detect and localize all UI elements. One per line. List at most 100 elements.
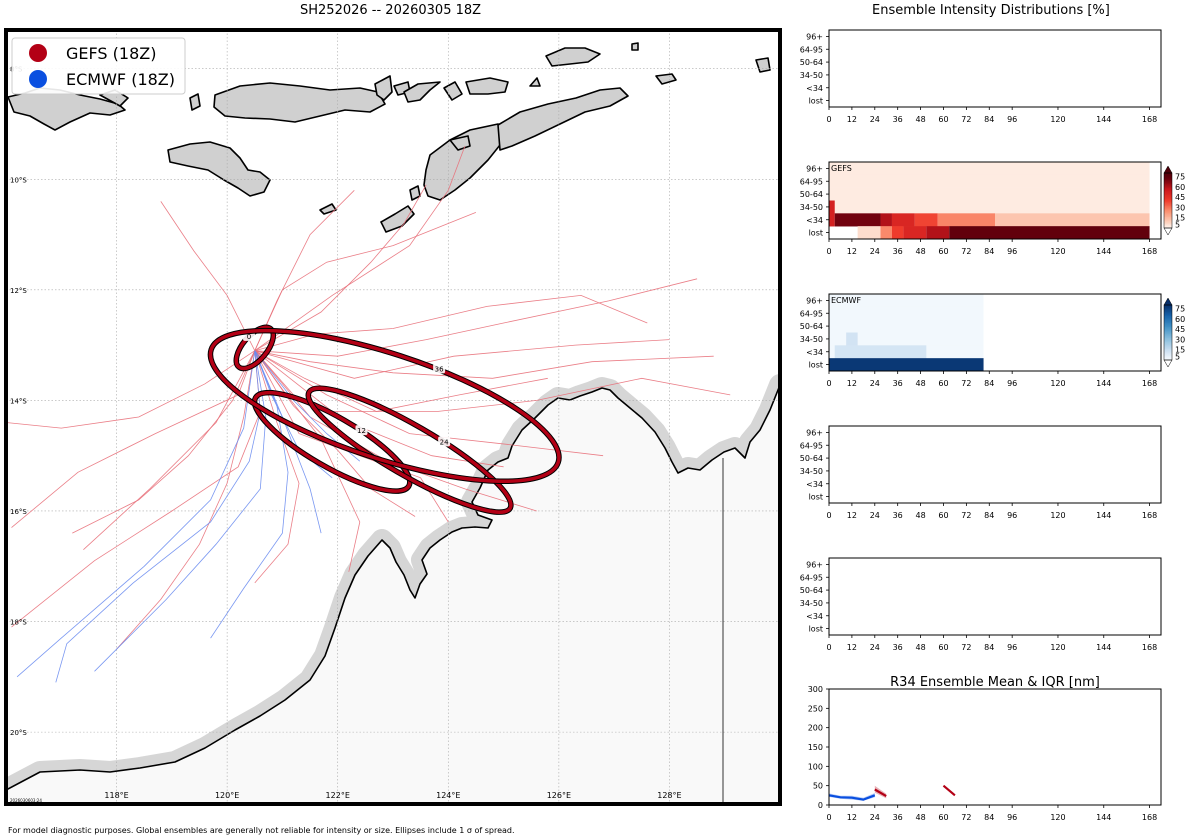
colorbar-segment <box>1164 206 1172 208</box>
r34-x-label: 0 <box>826 813 831 822</box>
category-label: lost <box>809 361 823 370</box>
ellipse-12h <box>252 390 412 493</box>
ellipse-label-group: 12 <box>355 425 368 436</box>
colorbar-segment <box>1164 174 1172 177</box>
hour-label: 48 <box>915 643 925 652</box>
ecmwf-track <box>16 350 256 678</box>
gefs-track <box>11 350 256 528</box>
colorbar-segment <box>1164 322 1172 325</box>
heatmap-cell <box>829 345 984 359</box>
ecmwf-track <box>254 350 322 534</box>
colorbar-segment <box>1164 185 1172 188</box>
heatmap-cell <box>857 226 881 240</box>
colorbar-segment <box>1164 340 1172 343</box>
hour-label: 72 <box>961 643 971 652</box>
ellipse-label-bg <box>438 436 451 447</box>
hour-label: 72 <box>961 511 971 520</box>
ellipse-label-group: 36 <box>433 363 446 374</box>
category-label: <34 <box>806 480 823 489</box>
category-label: 64-95 <box>800 441 823 450</box>
hour-label: 0 <box>826 115 831 124</box>
gefs-track <box>254 145 466 352</box>
colorbar-segment <box>1164 320 1172 322</box>
colorbar-segment <box>1164 221 1172 223</box>
hour-label: 36 <box>893 247 903 256</box>
hour-label: 120 <box>1050 247 1065 256</box>
category-label: 50-64 <box>800 322 823 331</box>
colorbar-segment <box>1164 321 1172 324</box>
ecmwf-legend-label: ECMWF (18Z) <box>66 70 175 89</box>
colorbar-segment <box>1164 188 1172 190</box>
colorbar-segment <box>1164 226 1172 229</box>
heatmap-cell <box>829 187 1150 201</box>
r34-mean-line <box>828 794 876 801</box>
gefs-track <box>254 184 427 352</box>
panel-label: ECMWF <box>831 296 861 305</box>
gefs-track <box>254 278 698 357</box>
colorbar-frame <box>1163 304 1173 361</box>
r34-x-label: 96 <box>1007 813 1017 822</box>
category-label: <34 <box>806 348 823 357</box>
gefs-track <box>83 350 256 550</box>
hour-label: 84 <box>984 511 994 520</box>
colorbar-segment <box>1164 212 1172 215</box>
colorbar-extend-bottom <box>1163 227 1173 236</box>
heatmap-cell <box>914 213 938 227</box>
category-label: 34-50 <box>800 335 823 344</box>
category-label: 96+ <box>806 296 823 305</box>
hour-label: 168 <box>1142 643 1157 652</box>
hour-label: 144 <box>1096 115 1111 124</box>
colorbar-segment <box>1164 192 1172 195</box>
gefs-track <box>254 350 731 412</box>
ecmwf-track <box>94 350 267 672</box>
hour-label: 24 <box>870 247 880 256</box>
gefs-track <box>6 350 256 429</box>
colorbar-segment <box>1164 311 1172 314</box>
map-legend: GEFS (18Z) ECMWF (18Z) <box>11 37 186 95</box>
colorbar-label: 60 <box>1175 183 1185 192</box>
colorbar-segment <box>1164 203 1172 206</box>
r34-frame <box>828 688 1162 806</box>
colorbar-segment <box>1164 223 1172 226</box>
r34-x-label: 60 <box>938 813 948 822</box>
category-label: <34 <box>806 216 823 225</box>
colorbar-label: 75 <box>1175 304 1185 313</box>
heatmap-cell <box>926 226 950 240</box>
colorbar-segment <box>1164 179 1172 182</box>
longitude-label: 124°E <box>436 791 460 800</box>
category-label: lost <box>809 97 823 106</box>
r34-y-label: 100 <box>808 762 823 771</box>
colorbar-segment <box>1164 197 1172 200</box>
hour-label: 144 <box>1096 643 1111 652</box>
hour-label: 168 <box>1142 115 1157 124</box>
colorbar-label: 30 <box>1175 335 1185 344</box>
colorbar-segment <box>1164 316 1172 318</box>
hour-label: 24 <box>870 379 880 388</box>
gefs-track <box>254 294 648 352</box>
colorbar-label: 5 <box>1175 353 1180 362</box>
hour-label: 12 <box>847 511 857 520</box>
hour-label: 48 <box>915 379 925 388</box>
gefs-legend-label: GEFS (18Z) <box>66 44 156 63</box>
colorbar-segment <box>1164 175 1172 178</box>
hour-label: 168 <box>1142 247 1157 256</box>
heatmap-cell <box>949 226 1150 240</box>
colorbar-segment <box>1164 355 1172 358</box>
r34-x-label: 120 <box>1050 813 1065 822</box>
colorbar-segment <box>1164 305 1172 307</box>
gefs-track <box>254 350 300 584</box>
longitude-label: 122°E <box>326 791 350 800</box>
colorbar-segment <box>1164 351 1172 354</box>
colorbar-segment <box>1164 184 1172 186</box>
colorbar-segment <box>1164 214 1172 217</box>
hour-label: 168 <box>1142 511 1157 520</box>
r34-panel: 0 50 100 150 200 250 300 0 12 24 36 48 60 72 84 96 120 14… <box>808 685 1162 822</box>
colorbar-segment <box>1164 328 1172 331</box>
hour-label: 12 <box>847 643 857 652</box>
r34-x-label: 48 <box>915 813 925 822</box>
panel-frame <box>828 161 1162 240</box>
category-label: 96+ <box>806 32 823 41</box>
hour-label: 60 <box>938 643 948 652</box>
